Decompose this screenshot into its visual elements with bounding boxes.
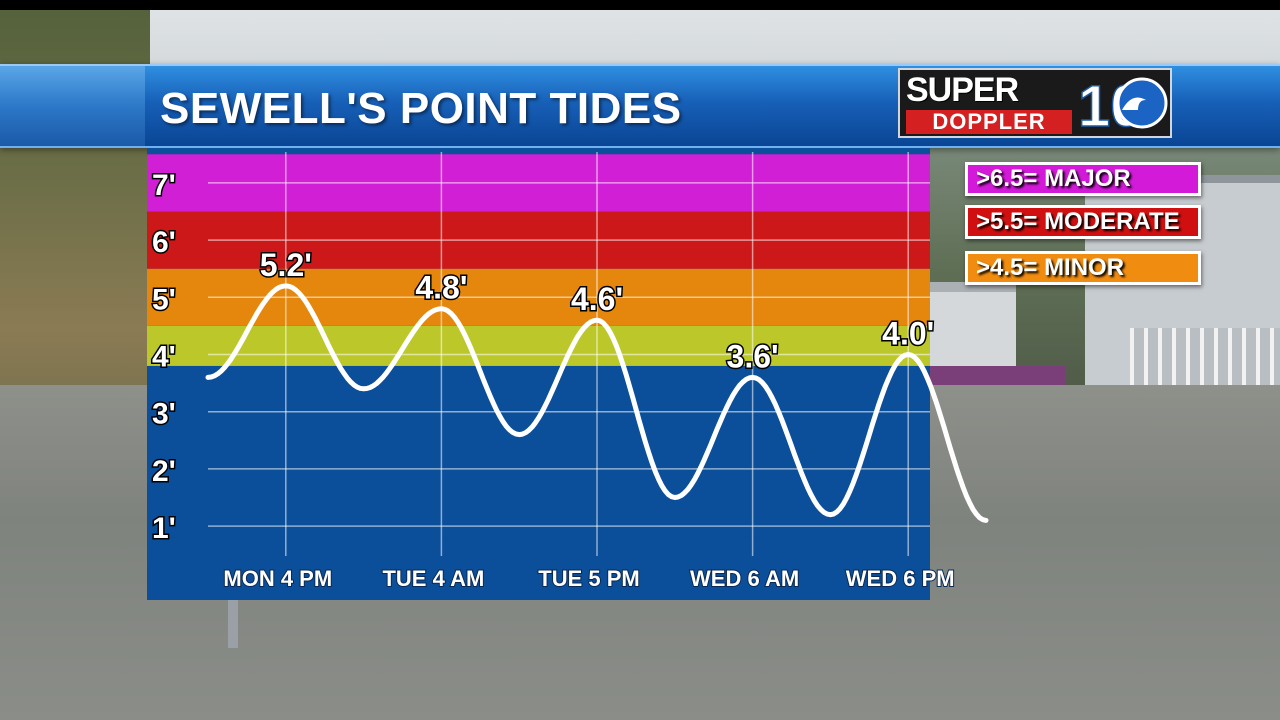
gridlines [208, 152, 930, 556]
logo-wave-icon: 10 [1077, 73, 1168, 136]
page-title: SEWELL'S POINT TIDES [160, 84, 682, 133]
x-axis-ticks: MON 4 PM TUE 4 AM TUE 5 PM WED 6 AM WED 6 PM [222, 565, 955, 592]
title-bar-cap [0, 66, 145, 146]
legend-minor-label: >4.5= MINOR [976, 254, 1125, 281]
logo-doppler-text: DOPPLER [906, 110, 1072, 134]
flood-bands [147, 154, 930, 538]
x-tick-label: WED 6 AM [690, 566, 799, 591]
tide-line [205, 283, 989, 523]
y-tick-label: 5' [152, 283, 176, 316]
legend-moderate: >5.5= MODERATE [965, 205, 1201, 239]
x-tick-label: MON 4 PM [223, 566, 332, 591]
peak-label: 4.6' [571, 281, 623, 317]
station-logo: SUPER DOPPLER 10 [898, 68, 1172, 138]
y-tick-label: 6' [152, 226, 176, 259]
logo-super-text: SUPER [906, 71, 1019, 109]
x-tick-label: WED 6 PM [846, 566, 955, 591]
legend-major-label: >6.5= MAJOR [976, 165, 1131, 192]
y-tick-label: 2' [152, 455, 176, 488]
band-0 [147, 365, 930, 538]
peak-label: 5.2' [260, 247, 312, 283]
x-tick-label: TUE 5 PM [538, 566, 639, 591]
x-tick-label: TUE 4 AM [382, 566, 484, 591]
band-1 [147, 325, 930, 366]
peak-label: 4.0' [882, 316, 934, 352]
peak-labels: 5.2' 4.8' 4.6' 3.6' 4.0' [258, 245, 935, 376]
legend-moderate-label: >5.5= MODERATE [976, 208, 1180, 235]
y-tick-label: 7' [152, 169, 176, 202]
peak-label: 4.8' [415, 270, 467, 306]
y-axis-ticks: 1' 2' 3' 4' 5' 6' 7' [151, 167, 178, 546]
legend-minor: >4.5= MINOR [965, 251, 1201, 285]
x-axis-strip [147, 556, 930, 600]
legend-major: >6.5= MAJOR [965, 162, 1201, 196]
y-tick-label: 4' [152, 341, 176, 374]
sign-post [228, 590, 238, 648]
porch [1130, 328, 1280, 388]
garage [930, 282, 1016, 382]
y-tick-label: 1' [152, 512, 176, 545]
y-tick-label: 3' [152, 398, 176, 431]
peak-label: 3.6' [727, 338, 779, 374]
